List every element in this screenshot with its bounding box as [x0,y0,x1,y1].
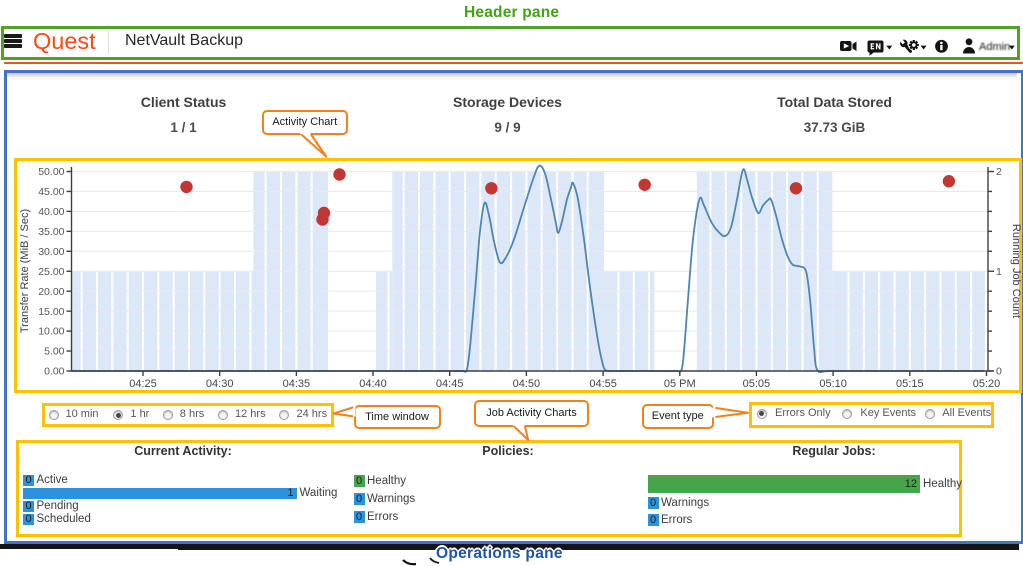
svg-text:0: 0 [996,366,1002,378]
svg-text:50.00: 50.00 [38,166,64,178]
svg-text:04:55: 04:55 [589,378,617,390]
svg-text:Transfer Rate (MiB / Sec): Transfer Rate (MiB / Sec) [19,209,31,333]
svg-text:20.00: 20.00 [38,286,64,298]
svg-text:35.00: 35.00 [38,226,64,238]
svg-text:04:40: 04:40 [359,378,387,390]
svg-text:04:50: 04:50 [513,378,541,390]
svg-text:15.00: 15.00 [38,306,64,318]
svg-text:05 PM: 05 PM [664,378,696,390]
svg-text:1: 1 [996,266,1002,278]
svg-text:Running Job Count: Running Job Count [1010,224,1021,318]
svg-text:04:25: 04:25 [129,378,157,390]
svg-text:40.00: 40.00 [38,206,64,218]
svg-text:05:15: 05:15 [896,378,924,390]
svg-text:05:20: 05:20 [973,378,1001,390]
svg-text:04:45: 04:45 [436,378,464,390]
svg-text:25.00: 25.00 [38,266,64,278]
svg-text:0.00: 0.00 [44,366,65,378]
svg-text:30.00: 30.00 [38,246,64,258]
svg-text:05:10: 05:10 [819,378,847,390]
svg-text:5.00: 5.00 [44,346,65,358]
svg-text:2: 2 [996,166,1002,178]
svg-text:04:35: 04:35 [283,378,311,390]
svg-text:10.00: 10.00 [38,326,64,338]
svg-text:45.00: 45.00 [38,186,64,198]
svg-text:05:05: 05:05 [743,378,771,390]
svg-text:04:30: 04:30 [206,378,234,390]
